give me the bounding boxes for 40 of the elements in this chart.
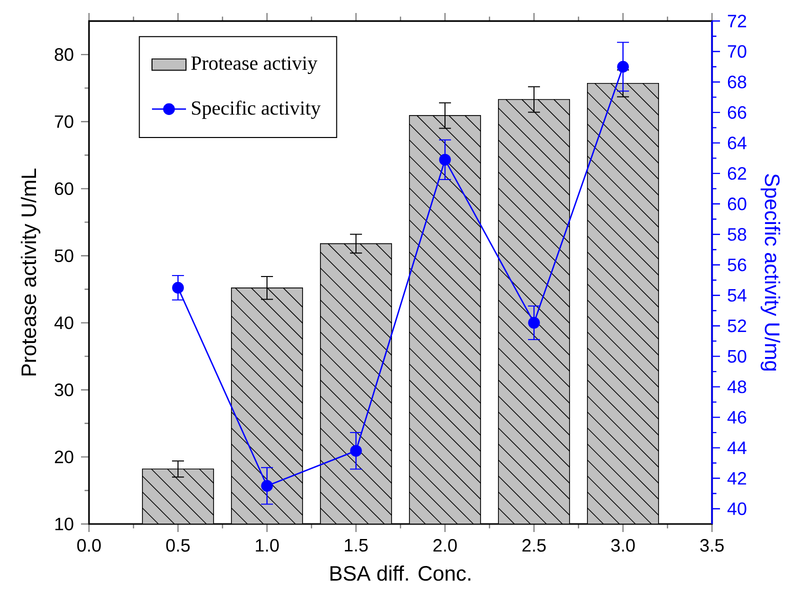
x-tick-label: 2.0 <box>433 539 457 552</box>
y-tick-label: 10 <box>55 518 74 530</box>
legend-label: Specific activity <box>192 100 321 119</box>
y-tick-label: 30 <box>54 384 74 396</box>
x-tick-label: 2.5 <box>522 539 546 552</box>
y2-tick-label: 62 <box>728 167 746 180</box>
y-tick-label: 50 <box>54 249 74 262</box>
y-tick-label: 60 <box>54 182 74 196</box>
x-axis-title: BSA diff. Conc. <box>330 565 470 581</box>
y-tick-label: 70 <box>54 115 74 128</box>
y2-tick-label: 46 <box>727 410 746 424</box>
y-axis-title: Protease activity U/mL <box>20 168 40 376</box>
y2-tick-label: 52 <box>728 319 746 332</box>
y2-tick-label: 58 <box>728 228 746 241</box>
y2-tick-label: 50 <box>728 350 746 363</box>
x-tick-label: 0.0 <box>77 539 101 552</box>
y-tick-label: 80 <box>54 48 74 61</box>
y2-tick-label: 68 <box>728 76 746 88</box>
y2-axis-title: Specific activity U/mg <box>760 174 780 371</box>
y-tick-label: 20 <box>54 450 74 464</box>
y2-tick-label: 70 <box>728 45 746 58</box>
y2-tick-label: 66 <box>728 106 746 119</box>
y2-tick-label: 48 <box>727 380 746 394</box>
y2-tick-label: 42 <box>727 472 746 485</box>
y-tick-label: 40 <box>54 316 74 330</box>
x-tick-label: 3.5 <box>700 539 724 552</box>
y2-tick-label: 44 <box>727 442 746 454</box>
x-tick-label: 3.0 <box>611 539 635 552</box>
x-tick-label: 1.0 <box>256 539 279 552</box>
y2-tick-label: 60 <box>728 198 746 210</box>
x-tick-label: 1.5 <box>344 539 368 552</box>
y2-tick-label: 72 <box>728 14 746 28</box>
point <box>617 60 629 73</box>
legend-label: Protease activiy <box>191 56 318 74</box>
y2-tick-label: 56 <box>728 258 746 272</box>
y2-tick-label: 40 <box>727 502 746 516</box>
x-tick-label: 0.5 <box>166 539 190 552</box>
y2-tick-label: 54 <box>728 289 746 302</box>
y2-tick-label: 64 <box>728 136 746 150</box>
point <box>172 282 184 294</box>
